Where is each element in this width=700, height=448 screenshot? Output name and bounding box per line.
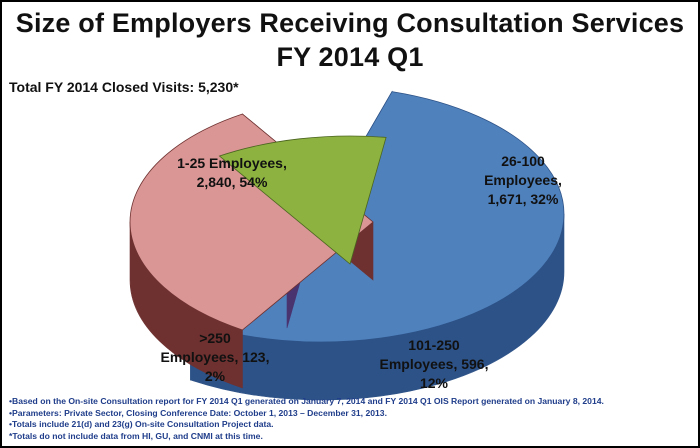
slice-label-101-250: 101-250 Employees, 596, 12% [379,337,489,391]
chart-title: Size of Employers Receiving Consultation… [2,6,698,74]
slice-label-over-250: >250 Employees, 123, 2% [160,330,270,384]
footnotes: •Based on the On-site Consultation repor… [9,396,695,442]
slice-101-250-top [218,135,387,265]
slice-label-26-100: 26-100 Employees, 1,671, 32% [484,153,562,207]
slice-26-100-top [129,113,374,331]
footnote-1: •Based on the On-site Consultation repor… [9,396,604,406]
footnote-2: •Parameters: Private Sector, Closing Con… [9,407,387,418]
title-line-2: FY 2014 Q1 [276,42,424,72]
footnote-3: •Totals include 21(d) and 23(g) On-site … [9,419,274,429]
footnote-4: *Totals do not include data from HI, GU,… [9,430,263,441]
total-closed-visits: Total FY 2014 Closed Visits: 5,230* [9,79,239,95]
title-line-1: Size of Employers Receiving Consultation… [15,8,685,38]
slice-label-1-25: 1-25 Employees, 2,840, 54% [177,155,287,190]
slice-101-250-group [218,135,387,265]
